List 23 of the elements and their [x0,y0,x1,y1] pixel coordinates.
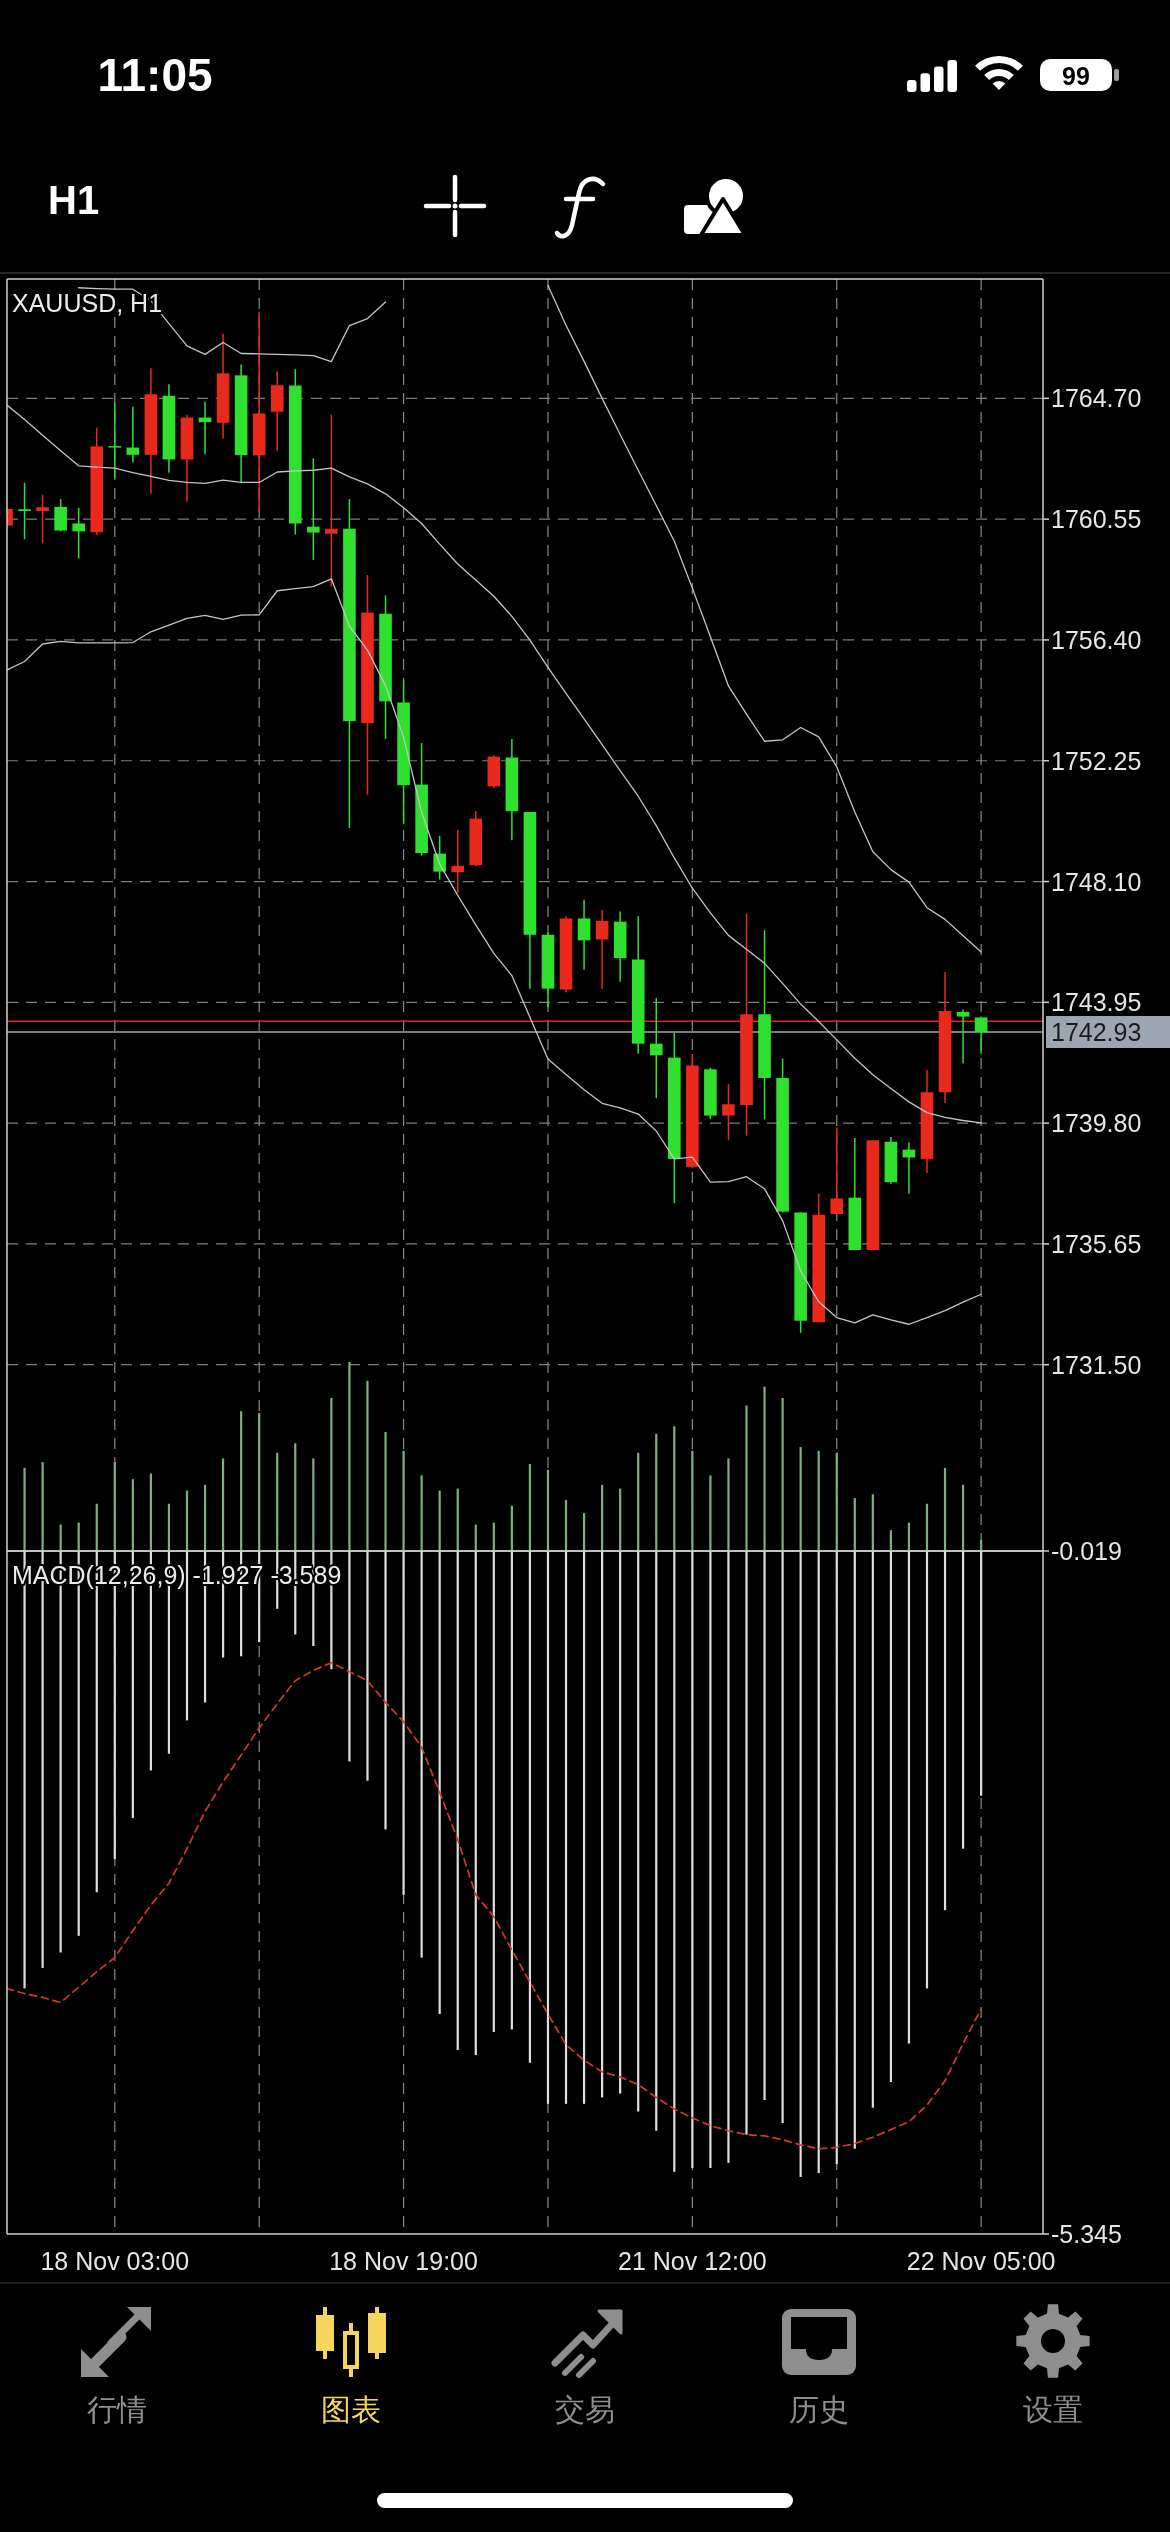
category-label: 交易 [555,2391,615,2427]
x-tick-label: 18 Nov 03:00 [40,2247,190,2275]
y-tick-label: -0.019 [1051,1537,1122,1565]
y-tick-label: -5.345 [1051,2220,1122,2248]
y-tick-label: 1760.55 [1051,505,1142,534]
text: 11:05 [97,49,213,101]
category-label: 行情 [87,2391,147,2427]
x-tick-label: 22 Nov 05:00 [906,2247,1056,2275]
x-tick-label: 21 Nov 12:00 [617,2247,767,2275]
x-tick-label: 18 Nov 19:00 [329,2247,478,2275]
ref-line-label: 1742.93 [1051,1018,1142,1047]
text: H1 [48,178,100,222]
y-tick-label: 1756.40 [1051,625,1142,654]
y-tick-label: 1731.50 [1051,1350,1142,1379]
category-label: 设置 [1023,2391,1083,2427]
y-tick-label: 1739.80 [1051,1109,1142,1138]
y-tick-label: 1735.65 [1051,1229,1142,1258]
category-label: 图表 [321,2391,381,2427]
y-tick-label: 1748.10 [1051,867,1142,896]
category-label: 历史 [789,2391,849,2427]
y-tick-label: 1743.95 [1051,988,1142,1017]
y-tick-label: 1752.25 [1051,746,1142,775]
y-tick-label: 1764.70 [1051,384,1142,413]
